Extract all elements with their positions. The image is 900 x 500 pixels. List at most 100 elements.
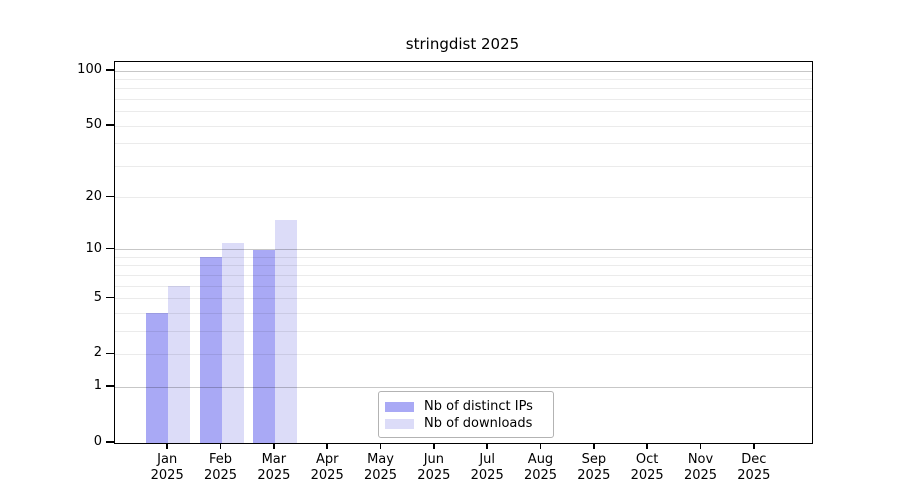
x-tick-label-sep: Sep 2025 [566, 452, 622, 484]
y-tick-10 [106, 247, 114, 250]
x-tick-year: 2025 [150, 468, 184, 483]
y-tick-100 [106, 69, 114, 71]
x-tick-year: 2025 [577, 468, 611, 483]
gridline-y-5 [115, 298, 812, 300]
x-tick-label-feb: Feb 2025 [193, 452, 249, 484]
legend-row-downloads: Nb of downloads [385, 415, 545, 432]
legend-row-distinct-ips: Nb of distinct IPs [385, 398, 545, 415]
x-tick-month: Jan [157, 452, 178, 467]
y-tick-label-5: 5 [93, 289, 102, 305]
x-tick-month: Jul [479, 452, 496, 467]
y-tick-label-1: 1 [93, 378, 102, 394]
bar-distinct-ips-jan [146, 313, 169, 443]
legend-label-downloads: Nb of downloads [424, 416, 533, 431]
x-tick-month: Sep [581, 452, 607, 467]
gridline-y-50 [115, 125, 812, 127]
x-tick-label-apr: Apr 2025 [299, 452, 355, 484]
x-tick-oct [646, 443, 648, 449]
y-tick-label-2: 2 [93, 345, 102, 361]
legend-label-distinct-ips: Nb of distinct IPs [424, 399, 533, 414]
gridline-y-20 [115, 197, 812, 199]
y-tick-2 [106, 352, 114, 355]
x-tick-label-mar: Mar 2025 [246, 452, 302, 484]
gridline-y-4 [115, 312, 812, 314]
y-tick-label-100: 100 [77, 62, 102, 78]
x-tick-month: Feb [209, 452, 233, 467]
x-tick-year: 2025 [363, 468, 398, 483]
x-tick-month: Nov [687, 452, 714, 467]
bar-downloads-jan [168, 286, 191, 443]
gridline-y-3 [115, 330, 812, 332]
bar-downloads-mar [274, 219, 297, 443]
gridline-y-70 [115, 98, 812, 100]
gridline-y-8 [115, 265, 812, 267]
gridline-y-40 [115, 143, 812, 145]
gridline-y-6 [115, 285, 812, 287]
x-tick-jul [486, 443, 488, 449]
x-tick-mar [273, 443, 275, 449]
x-tick-sep [593, 443, 595, 449]
legend-swatch-distinct-ips [385, 401, 414, 412]
bar-distinct-ips-mar [252, 249, 275, 443]
x-tick-year: 2025 [523, 468, 558, 483]
gridline-y-80 [115, 88, 812, 90]
gridline-y-2 [115, 353, 812, 355]
x-tick-label-dec: Dec 2025 [726, 452, 782, 484]
x-tick-month: Apr [315, 452, 339, 467]
x-tick-aug [539, 443, 542, 449]
x-tick-label-jan: Jan 2025 [139, 452, 195, 484]
x-tick-month: Mar [261, 452, 287, 467]
gridline-y-30 [115, 165, 812, 167]
x-tick-dec [753, 443, 755, 449]
x-tick-month: Jun [423, 452, 444, 467]
plot-inner [115, 62, 812, 443]
x-tick-month: Aug [527, 452, 554, 467]
y-tick-label-50: 50 [85, 117, 102, 133]
bar-distinct-ips-feb [199, 257, 222, 443]
x-tick-month: Dec [741, 452, 767, 467]
x-tick-nov [699, 443, 702, 449]
x-tick-jun [433, 443, 435, 449]
plot-area [114, 61, 813, 444]
x-tick-month: May [367, 452, 394, 467]
x-tick-label-jul: Jul 2025 [459, 452, 515, 484]
gridline-y-7 [115, 274, 812, 276]
gridline-y-90 [115, 78, 812, 80]
chart-title: stringdist 2025 [405, 35, 520, 53]
gridline-y-9 [115, 256, 812, 258]
gridline-y-1 [115, 386, 812, 388]
x-tick-label-may: May 2025 [353, 452, 409, 484]
x-tick-label-nov: Nov 2025 [673, 452, 729, 484]
y-tick-50 [106, 124, 114, 126]
x-tick-may [379, 443, 382, 449]
x-tick-year: 2025 [203, 468, 238, 483]
gridline-y-60 [115, 111, 812, 113]
y-tick-label-0: 0 [93, 434, 102, 449]
y-tick-5 [106, 296, 114, 299]
x-tick-feb [219, 443, 222, 449]
legend: Nb of distinct IPs Nb of downloads [378, 391, 554, 438]
x-tick-label-oct: Oct 2025 [619, 452, 675, 484]
x-tick-jan [166, 443, 168, 449]
x-tick-label-aug: Aug 2025 [513, 452, 569, 484]
gridline-y-100 [115, 70, 812, 72]
x-tick-year: 2025 [310, 468, 344, 483]
y-tick-label-10: 10 [85, 240, 102, 256]
x-tick-year: 2025 [417, 468, 451, 483]
x-tick-month: Oct [635, 452, 659, 467]
x-tick-year: 2025 [470, 468, 504, 483]
x-tick-year: 2025 [737, 468, 771, 483]
bar-downloads-feb [221, 242, 244, 443]
x-tick-year: 2025 [630, 468, 664, 483]
x-tick-apr [326, 443, 328, 449]
gridline-y-10 [115, 249, 812, 251]
y-tick-label-20: 20 [85, 188, 102, 204]
legend-swatch-downloads [385, 418, 414, 429]
y-tick-0 [106, 441, 114, 443]
x-tick-year: 2025 [683, 468, 718, 483]
x-tick-year: 2025 [257, 468, 291, 483]
x-tick-label-jun: Jun 2025 [406, 452, 462, 484]
y-tick-20 [106, 195, 114, 198]
y-tick-1 [106, 385, 114, 387]
